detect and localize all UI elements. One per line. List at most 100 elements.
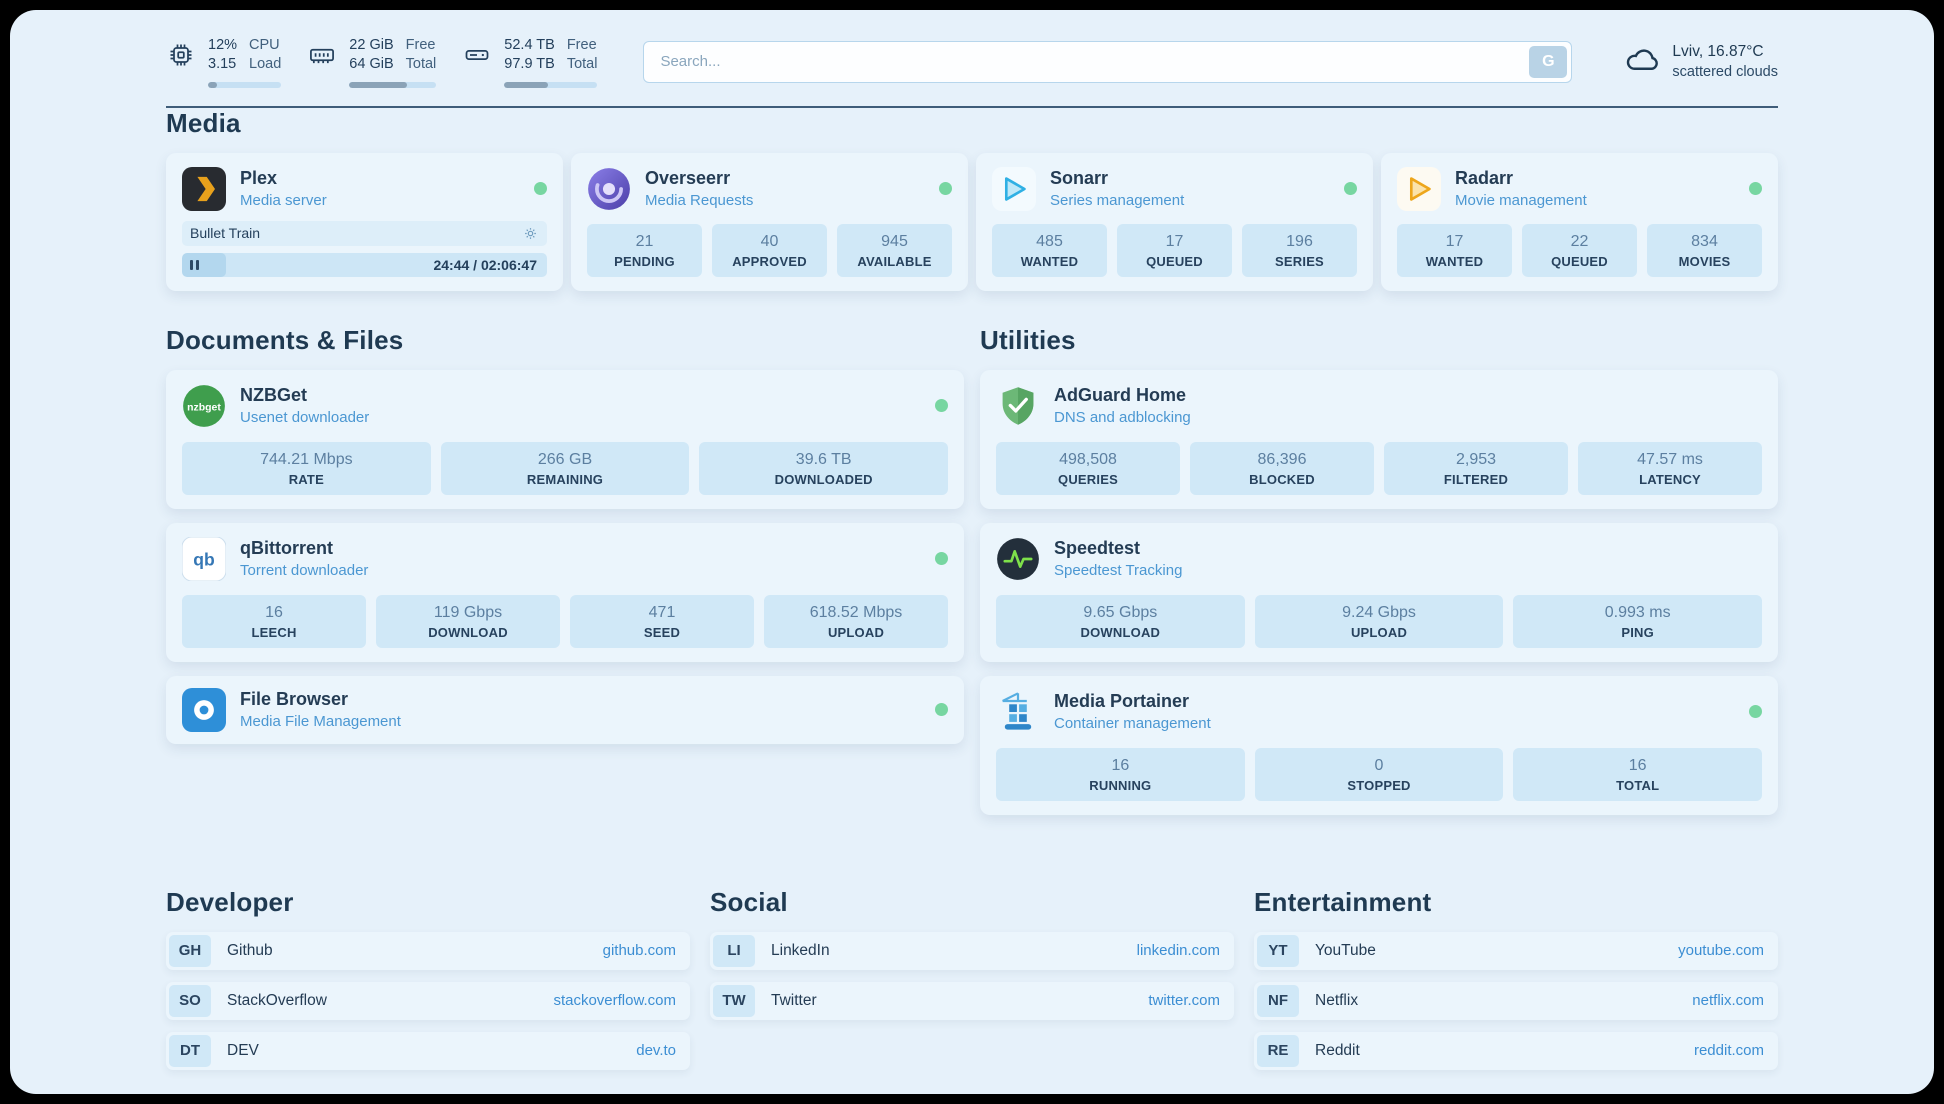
weather-location: Lviv, 16.87°C <box>1672 42 1764 60</box>
sonarr-card[interactable]: Sonarr Series management 485 WANTED 17 Q… <box>976 152 1373 291</box>
bookmark-reddit[interactable]: RE Reddit reddit.com <box>1254 1031 1778 1070</box>
bookmark-name: LinkedIn <box>771 941 830 959</box>
cpu-values: 12% 3.15 <box>208 36 237 74</box>
bookmark-name: Netflix <box>1315 991 1359 1009</box>
disk-progress-bar <box>504 81 598 88</box>
stat-label: UPLOAD <box>1350 624 1408 640</box>
stats-row: 21 PENDING 40 APPROVED 945 AVAILABLE <box>587 223 952 277</box>
adguard-card[interactable]: AdGuard Home DNS and adblocking 498,508 … <box>980 369 1778 509</box>
disk-widget: 52.4 TB 97.9 TB Free Total <box>462 36 598 88</box>
weather-widget: Lviv, 16.87°C scattered clouds <box>1624 41 1778 82</box>
speedtest-icon <box>996 537 1040 581</box>
pause-icon[interactable] <box>190 259 199 270</box>
stat-approved: 40 APPROVED <box>712 223 827 277</box>
stat-value: 119 Gbps <box>433 603 503 621</box>
bookmark-stackoverflow[interactable]: SO StackOverflow stackoverflow.com <box>166 981 690 1020</box>
bookmark-url: netflix.com <box>1692 992 1764 1010</box>
stat-label: QUEUED <box>1146 253 1203 269</box>
stat-label: WANTED <box>1425 253 1484 269</box>
developer-bookmarks: Developer GH Github github.com SO StackO… <box>166 887 690 1082</box>
stat-label: UPLOAD <box>827 624 885 640</box>
bookmark-url: reddit.com <box>1693 1042 1764 1060</box>
stat-downloaded: 39.6 TB DOWNLOADED <box>699 441 949 495</box>
search-engine-button[interactable]: G <box>1529 45 1568 78</box>
bookmark-abbr: YT <box>1257 934 1299 967</box>
stat-blocked: 86,396 BLOCKED <box>1190 441 1374 495</box>
plex-card[interactable]: Plex Media server Bullet Train <box>166 152 563 291</box>
app-name: NZBGet <box>240 385 307 406</box>
stat-leech: 16 LEECH <box>182 594 366 648</box>
stat-label: STOPPED <box>1347 777 1411 793</box>
stat-label: LATENCY <box>1639 471 1701 487</box>
playback-progress-bar[interactable]: 24:44 / 02:06:47 <box>182 252 547 277</box>
stat-value: 2,953 <box>1455 450 1497 468</box>
stat-value: 16 <box>1111 756 1130 774</box>
bookmark-linkedin[interactable]: LI LinkedIn linkedin.com <box>710 931 1234 970</box>
bookmark-twitter[interactable]: TW Twitter twitter.com <box>710 981 1234 1020</box>
adguard-icon <box>996 384 1040 428</box>
ram-label-2: Total <box>405 55 437 72</box>
stat-label: PING <box>1621 624 1654 640</box>
stat-wanted: 17 WANTED <box>1397 223 1512 277</box>
stat-seed: 471 SEED <box>570 594 754 648</box>
stat-value: 266 GB <box>537 450 593 468</box>
app-name: Overseerr <box>645 168 731 189</box>
stat-label: QUEUED <box>1551 253 1608 269</box>
social-bookmarks: Social LI LinkedIn linkedin.com TW Twitt… <box>710 887 1234 1082</box>
weather-condition: scattered clouds <box>1672 63 1778 80</box>
stats-row: 498,508 QUERIES 86,396 BLOCKED 2,953 FIL… <box>996 441 1762 495</box>
stat-running: 16 RUNNING <box>996 747 1245 801</box>
stat-rate: 744.21 Mbps RATE <box>182 441 431 495</box>
stat-ping: 0.993 ms PING <box>1513 594 1763 648</box>
app-name: Speedtest <box>1054 538 1141 559</box>
nzbget-card[interactable]: nzbget NZBGet Usenet downloader 744.21 M… <box>166 369 964 509</box>
cpu-load: 3.15 <box>208 55 237 72</box>
stat-pending: 21 PENDING <box>587 223 702 277</box>
status-dot <box>534 182 547 196</box>
bookmark-github[interactable]: GH Github github.com <box>166 931 690 970</box>
stat-value: 16 <box>265 603 283 621</box>
stat-label: SEED <box>643 624 681 640</box>
bookmark-netflix[interactable]: NF Netflix netflix.com <box>1254 981 1778 1020</box>
stat-label: DOWNLOAD <box>1080 624 1161 640</box>
bookmark-abbr: TW <box>713 984 755 1017</box>
stat-download: 9.65 Gbps DOWNLOAD <box>996 594 1245 648</box>
stat-value: 0.993 ms <box>1604 603 1671 621</box>
bookmark-youtube[interactable]: YT YouTube youtube.com <box>1254 931 1778 970</box>
portainer-card[interactable]: Media Portainer Container management 16 … <box>980 675 1778 815</box>
bookmark-url: stackoverflow.com <box>553 992 676 1010</box>
app-name: Media Portainer <box>1054 691 1190 712</box>
gear-icon[interactable] <box>522 225 539 242</box>
stat-label: FILTERED <box>1443 471 1509 487</box>
stat-upload: 9.24 Gbps UPLOAD <box>1254 594 1504 648</box>
ram-free: 22 GiB <box>349 37 394 53</box>
nzbget-icon: nzbget <box>182 384 226 428</box>
app-subtitle: Movie management <box>1455 192 1587 210</box>
disk-free: 52.4 TB <box>504 37 555 53</box>
speedtest-card[interactable]: Speedtest Speedtest Tracking 9.65 Gbps D… <box>980 522 1778 662</box>
app-subtitle: DNS and adblocking <box>1054 409 1191 427</box>
search-input[interactable] <box>643 40 1573 83</box>
radarr-icon <box>1397 166 1441 211</box>
stat-download: 119 Gbps DOWNLOAD <box>376 594 560 648</box>
filebrowser-card[interactable]: File Browser Media File Management <box>166 675 964 744</box>
ram-labels: Free Total <box>406 36 437 74</box>
cpu-chip-icon <box>166 40 196 70</box>
stat-label: DOWNLOAD <box>428 624 508 640</box>
overseerr-card[interactable]: Overseerr Media Requests 21 PENDING 40 A… <box>571 152 968 291</box>
qbittorrent-card[interactable]: qb qBittorrent Torrent downloader 16 LEE… <box>166 522 964 662</box>
status-dot <box>1749 182 1762 196</box>
bookmark-dev[interactable]: DT DEV dev.to <box>166 1031 690 1070</box>
bookmark-abbr: LI <box>713 934 755 967</box>
playback-time: 24:44 / 02:06:47 <box>433 256 537 273</box>
stat-label: MOVIES <box>1678 253 1731 269</box>
bookmark-url: linkedin.com <box>1136 942 1220 960</box>
stat-value: 16 <box>1628 756 1647 774</box>
status-dot <box>935 399 948 413</box>
bookmark-name: Github <box>227 941 273 959</box>
portainer-icon <box>996 690 1040 734</box>
bookmark-name: StackOverflow <box>227 991 327 1009</box>
stat-value: 40 <box>760 232 779 250</box>
radarr-card[interactable]: Radarr Movie management 17 WANTED 22 QUE… <box>1381 152 1778 291</box>
sonarr-icon <box>992 166 1036 211</box>
